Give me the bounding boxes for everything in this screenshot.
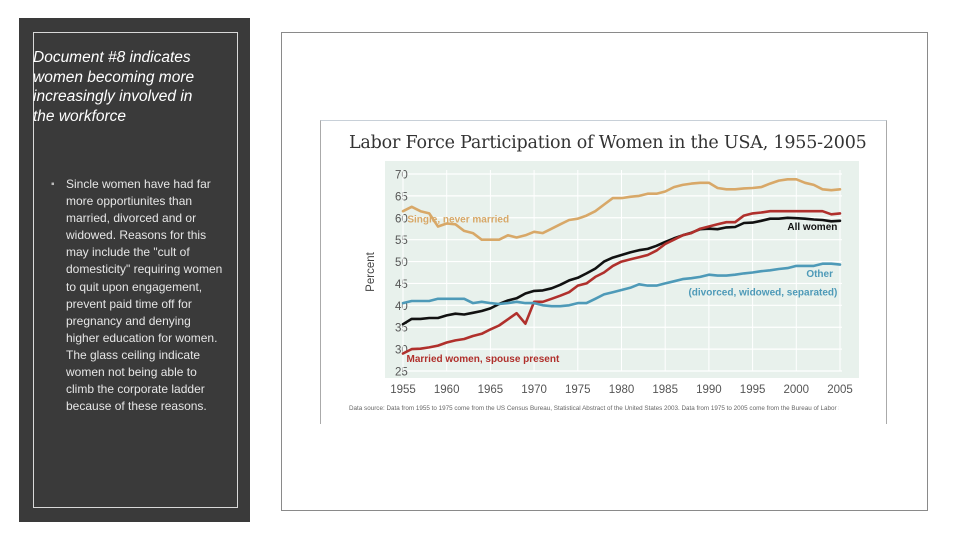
y-tick-label: 45 [395,279,408,291]
x-tick-label: 1960 [434,384,460,396]
y-tick-label: 55 [395,235,408,247]
x-tick-label: 1975 [565,384,591,396]
bullet-marker: ▪ [51,179,55,190]
x-tick-label: 1985 [652,384,678,396]
series-annotation: Other [806,269,833,280]
series-annotation: Single, never married [407,215,509,226]
x-tick-label: 1970 [521,384,547,396]
y-tick-label: 70 [395,170,408,182]
x-tick-label: 1995 [740,384,766,396]
x-tick-label: 2005 [827,384,853,396]
side-panel [19,18,250,522]
x-tick-label: 2000 [784,384,810,396]
y-tick-label: 60 [395,213,408,225]
y-tick-label: 65 [395,191,408,203]
x-tick-label: 1955 [390,384,416,396]
series-annotation: Married women, spouse present [406,354,559,365]
series-line-2 [401,209,842,355]
document-bullet: ▪ Sincle women have had far more opporti… [51,176,239,415]
series-line-0 [401,178,842,241]
y-tick-label: 50 [395,257,408,269]
x-tick-label: 1980 [609,384,635,396]
series-annotation: (divorced, widowed, separated) [688,288,837,299]
y-tick-label: 25 [395,367,408,379]
series-line-3 [401,262,842,308]
side-panel-border [33,32,238,508]
chart-source-note: Data source: Data from 1955 to 1975 come… [349,405,839,412]
series-line-1 [401,216,842,326]
y-tick-label: 35 [395,323,408,335]
series-annotation: All women [787,222,837,233]
x-tick-label: 1965 [478,384,504,396]
x-tick-label: 1990 [696,384,722,396]
y-axis-label: Percent [365,251,377,291]
bullet-text: Sincle women have had far more opportiun… [66,177,223,414]
document-title: Document #8 indicates women becoming mor… [33,49,195,125]
chart-title: Labor Force Participation of Women in th… [349,133,867,153]
